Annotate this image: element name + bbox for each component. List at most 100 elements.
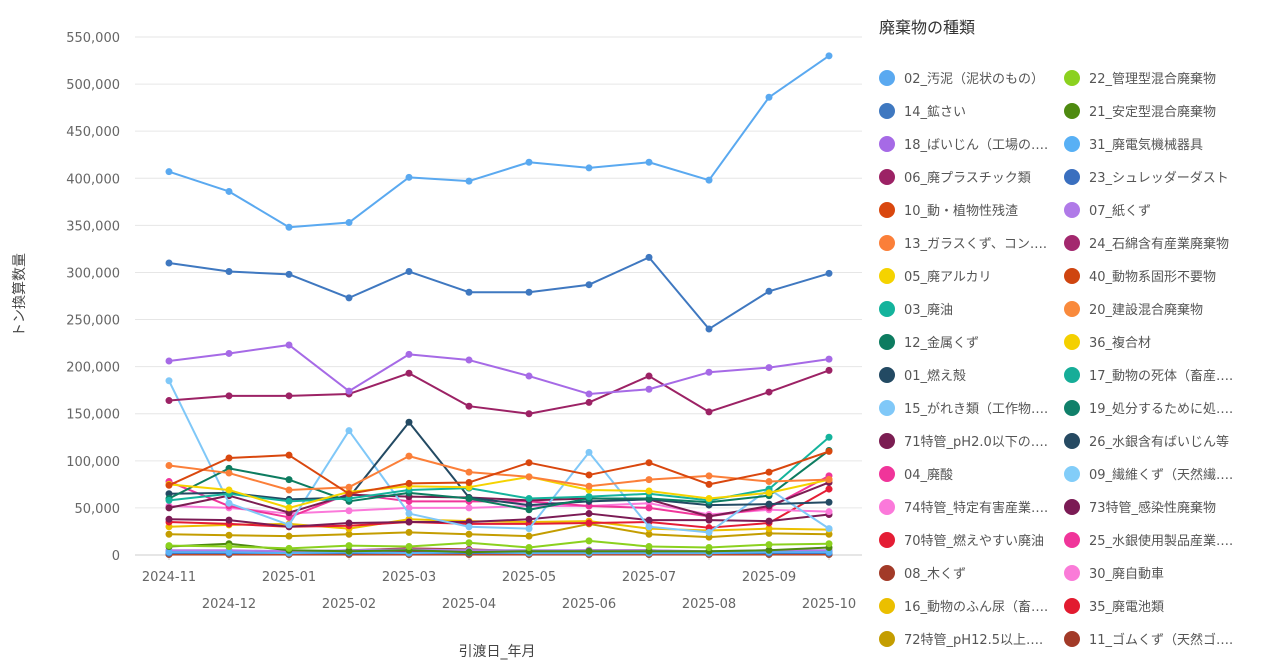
data-point[interactable] xyxy=(825,433,833,441)
data-point[interactable] xyxy=(645,530,653,538)
data-point[interactable] xyxy=(285,504,293,512)
legend-item[interactable]: 04_廃酸 xyxy=(879,466,953,483)
series-6[interactable] xyxy=(165,366,833,418)
data-point[interactable] xyxy=(525,525,533,533)
data-point[interactable] xyxy=(285,392,293,400)
data-point[interactable] xyxy=(465,356,473,364)
series-line[interactable] xyxy=(168,475,830,509)
data-point[interactable] xyxy=(825,52,833,60)
data-point[interactable] xyxy=(825,366,833,374)
data-point[interactable] xyxy=(585,164,593,172)
data-point[interactable] xyxy=(225,531,233,539)
data-point[interactable] xyxy=(225,548,233,556)
legend-item[interactable]: 15_がれき類（工作物…. xyxy=(879,400,1048,417)
legend-item[interactable]: 71特管_pH2.0以下の…. xyxy=(879,433,1048,450)
data-point[interactable] xyxy=(465,402,473,410)
data-point[interactable] xyxy=(585,519,593,527)
legend-item[interactable]: 17_動物の死体（畜産…. xyxy=(1064,367,1233,384)
data-point[interactable] xyxy=(345,507,353,515)
data-point[interactable] xyxy=(585,398,593,406)
data-point[interactable] xyxy=(705,480,713,488)
legend-item[interactable]: 24_石綿含有産業廃棄物 xyxy=(1064,235,1229,252)
data-point[interactable] xyxy=(165,530,173,538)
legend-item[interactable]: 12_金属くず xyxy=(879,334,979,351)
data-point[interactable] xyxy=(825,485,833,493)
legend-item[interactable]: 30_廃自動車 xyxy=(1064,565,1164,582)
legend-item[interactable]: 73特管_感染性廃棄物 xyxy=(1064,499,1216,516)
legend-item[interactable]: 06_廃プラスチック類 xyxy=(879,169,1031,186)
legend-item[interactable]: 40_動物系固形不要物 xyxy=(1064,268,1216,285)
series-line[interactable] xyxy=(168,539,830,550)
series-line[interactable] xyxy=(168,450,830,495)
legend-item[interactable]: 18_ばいじん（工場の…. xyxy=(879,136,1048,153)
data-point[interactable] xyxy=(225,349,233,357)
series-4[interactable] xyxy=(165,341,833,398)
data-point[interactable] xyxy=(465,288,473,296)
data-point[interactable] xyxy=(225,469,233,477)
data-point[interactable] xyxy=(465,504,473,512)
data-point[interactable] xyxy=(645,253,653,261)
legend-item[interactable]: 05_廃アルカリ xyxy=(879,268,992,285)
legend-item[interactable]: 72特管_pH12.5以上…. xyxy=(879,631,1043,648)
data-point[interactable] xyxy=(825,540,833,548)
data-point[interactable] xyxy=(765,500,773,508)
data-point[interactable] xyxy=(465,468,473,476)
legend-item[interactable]: 07_紙くず xyxy=(1064,202,1151,219)
series-line[interactable] xyxy=(168,512,830,528)
series-line[interactable] xyxy=(168,343,830,395)
data-point[interactable] xyxy=(285,486,293,494)
data-point[interactable] xyxy=(645,385,653,393)
data-point[interactable] xyxy=(645,543,653,551)
data-point[interactable] xyxy=(585,537,593,545)
data-point[interactable] xyxy=(225,454,233,462)
data-point[interactable] xyxy=(645,372,653,380)
series-1[interactable] xyxy=(165,537,833,552)
data-point[interactable] xyxy=(765,388,773,396)
data-point[interactable] xyxy=(825,447,833,455)
data-point[interactable] xyxy=(825,508,833,516)
data-point[interactable] xyxy=(405,418,413,426)
data-point[interactable] xyxy=(345,519,353,527)
data-point[interactable] xyxy=(585,547,593,555)
data-point[interactable] xyxy=(465,523,473,531)
series-14[interactable] xyxy=(165,433,833,505)
data-point[interactable] xyxy=(765,489,773,497)
data-point[interactable] xyxy=(225,486,233,494)
legend-item[interactable]: 22_管理型混合廃棄物 xyxy=(1064,70,1216,87)
legend-item[interactable]: 11_ゴムくず（天然ゴ…. xyxy=(1064,631,1233,648)
data-point[interactable] xyxy=(345,530,353,538)
data-point[interactable] xyxy=(765,478,773,486)
data-point[interactable] xyxy=(285,270,293,278)
data-point[interactable] xyxy=(705,528,713,536)
data-point[interactable] xyxy=(285,497,293,505)
data-point[interactable] xyxy=(165,259,173,267)
data-point[interactable] xyxy=(585,471,593,479)
legend-item[interactable]: 26_水銀含有ばいじん等 xyxy=(1064,433,1229,450)
data-point[interactable] xyxy=(405,173,413,181)
legend[interactable]: 02_汚泥（泥状のもの） 22_管理型混合廃棄物 14_鉱さい 21_安定型混合廃棄物… xyxy=(879,70,1233,648)
series-line[interactable] xyxy=(168,421,830,507)
series-line[interactable] xyxy=(168,449,830,511)
data-point[interactable] xyxy=(705,368,713,376)
data-point[interactable] xyxy=(345,427,353,435)
series-line[interactable] xyxy=(168,481,830,518)
data-point[interactable] xyxy=(585,510,593,518)
data-point[interactable] xyxy=(765,525,773,533)
series-line[interactable] xyxy=(168,369,830,415)
legend-item[interactable]: 14_鉱さい xyxy=(879,103,966,120)
data-point[interactable] xyxy=(585,281,593,289)
series-line[interactable] xyxy=(168,55,830,229)
data-point[interactable] xyxy=(225,516,233,524)
data-point[interactable] xyxy=(405,452,413,460)
data-point[interactable] xyxy=(765,546,773,554)
data-point[interactable] xyxy=(525,515,533,523)
data-point[interactable] xyxy=(285,476,293,484)
legend-item[interactable]: 03_廃油 xyxy=(879,301,953,318)
legend-item[interactable]: 70特管_燃えやすい廃油 xyxy=(879,532,1044,549)
data-point[interactable] xyxy=(705,176,713,184)
data-point[interactable] xyxy=(345,547,353,555)
data-point[interactable] xyxy=(405,510,413,518)
data-point[interactable] xyxy=(405,518,413,526)
data-point[interactable] xyxy=(285,341,293,349)
legend-item[interactable]: 23_シュレッダーダスト xyxy=(1064,169,1229,186)
